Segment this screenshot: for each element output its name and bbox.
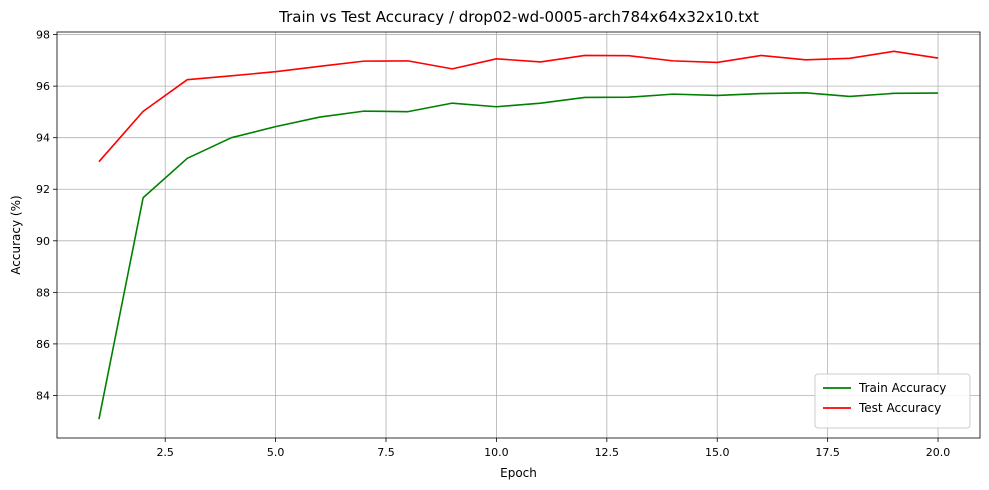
- series-layer: [98, 50, 939, 420]
- legend-box: [814, 373, 971, 429]
- x-tick-label: 5.0: [267, 446, 285, 459]
- series-line-train: [98, 92, 939, 420]
- y-axis-label: Accuracy (%): [9, 195, 23, 274]
- y-tick-label: 88: [36, 286, 50, 299]
- x-tick-label: 15.0: [705, 446, 730, 459]
- y-tick-label: 94: [36, 132, 50, 145]
- series-line-test: [98, 50, 939, 163]
- y-tick-label: 96: [36, 80, 50, 93]
- x-tick-label: 10.0: [484, 446, 509, 459]
- x-tick-label: 20.0: [926, 446, 951, 459]
- grid: [57, 32, 980, 438]
- ticks: 2.5 5.0 7.5 10.0 12.5 15.0 17.5 20.0 84 86 88 90 92 9…: [36, 29, 950, 459]
- x-tick-label: 12.5: [595, 446, 620, 459]
- plot-frame: [56, 31, 981, 439]
- y-tick-label: 98: [36, 29, 50, 42]
- y-tick-label: 90: [36, 235, 50, 248]
- x-tick-label: 17.5: [815, 446, 840, 459]
- y-tick-label: 86: [36, 338, 50, 351]
- legend-label: Test Accuracy: [858, 401, 941, 415]
- legend-label: Train Accuracy: [858, 381, 946, 395]
- y-tick-label: 92: [36, 183, 50, 196]
- x-axis-label: Epoch: [500, 466, 537, 480]
- y-tick-label: 84: [36, 389, 50, 402]
- legend: Train Accuracy Test Accuracy: [814, 373, 971, 429]
- x-tick-label: 7.5: [377, 446, 395, 459]
- chart-title: Train vs Test Accuracy / drop02-wd-0005-…: [278, 8, 759, 26]
- x-tick-label: 2.5: [156, 446, 174, 459]
